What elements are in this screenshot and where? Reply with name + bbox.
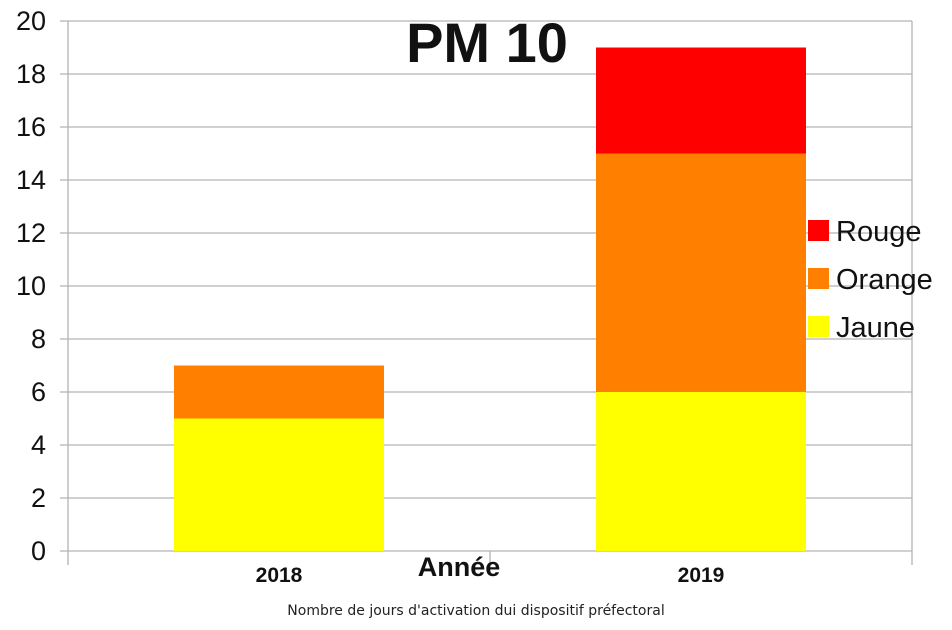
y-tick-label: 4 <box>31 430 46 460</box>
legend-label-orange: Orange <box>836 264 933 296</box>
chart-caption: Nombre de jours d'activation dui disposi… <box>287 603 665 619</box>
x-tick-label: 2018 <box>256 564 303 587</box>
x-tick-label: 2019 <box>678 564 725 587</box>
y-tick-label: 18 <box>16 59 46 89</box>
bar-segment-jaune-2018 <box>174 418 384 551</box>
y-tick-label: 20 <box>16 6 46 36</box>
y-tick-label: 12 <box>16 218 46 248</box>
y-tick-label: 16 <box>16 112 46 142</box>
legend-swatch-orange <box>808 268 829 289</box>
legend-swatch-jaune <box>808 316 829 337</box>
chart-title: PM 10 <box>406 11 568 74</box>
y-tick-label: 6 <box>31 377 46 407</box>
legend: Rouge Orange Jaune <box>808 216 933 344</box>
y-tick-label: 14 <box>16 165 46 195</box>
y-tick-label: 0 <box>31 536 46 566</box>
bar-segment-orange-2018 <box>174 365 384 419</box>
legend-swatch-rouge <box>808 220 829 241</box>
legend-label-jaune: Jaune <box>836 312 915 344</box>
bars <box>174 47 806 551</box>
bar-segment-rouge-2019 <box>596 47 806 154</box>
labels: PM 10 Année <box>406 11 568 582</box>
axes: 0 2 4 6 8 10 12 14 16 18 20 2018 2019 <box>16 6 913 587</box>
y-tick-label: 8 <box>31 324 46 354</box>
y-tick-label: 2 <box>31 483 46 513</box>
legend-label-rouge: Rouge <box>836 216 921 248</box>
bar-segment-jaune-2019 <box>596 392 806 551</box>
x-axis-title: Année <box>418 552 501 582</box>
bar-segment-orange-2019 <box>596 153 806 392</box>
y-tick-label: 10 <box>16 271 46 301</box>
